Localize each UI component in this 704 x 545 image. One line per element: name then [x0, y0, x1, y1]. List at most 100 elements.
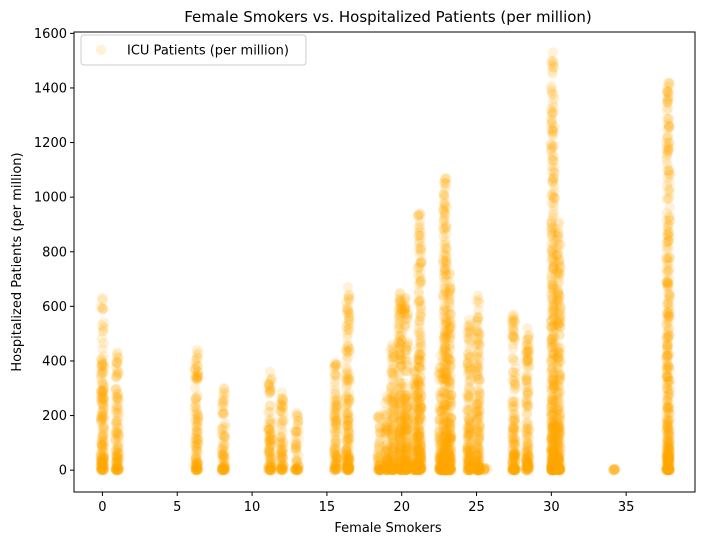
data-point: [98, 459, 109, 470]
data-point: [329, 423, 340, 434]
y-tick-label: 1600: [34, 27, 67, 42]
data-point: [265, 464, 276, 476]
data-point: [439, 215, 450, 226]
data-point: [444, 268, 455, 279]
data-point: [113, 443, 124, 455]
data-point: [189, 460, 201, 471]
data-point: [276, 439, 288, 450]
data-point: [110, 384, 122, 395]
data-point: [219, 464, 230, 476]
data-point: [191, 372, 203, 383]
data-point: [192, 463, 204, 475]
data-points: [95, 47, 676, 476]
data-point: [96, 366, 108, 378]
data-point: [97, 411, 108, 423]
data-point: [328, 464, 340, 475]
data-point: [217, 452, 228, 464]
data-point: [340, 444, 352, 455]
data-point: [263, 464, 274, 475]
data-point: [96, 405, 108, 417]
data-point: [662, 225, 673, 237]
data-point: [330, 461, 341, 472]
data-point: [343, 427, 354, 438]
data-point: [191, 373, 202, 384]
data-point: [342, 398, 353, 410]
data-point: [98, 451, 109, 463]
data-point: [192, 460, 204, 472]
data-point: [112, 461, 124, 472]
data-point: [329, 464, 340, 475]
data-point: [276, 423, 287, 434]
data-point: [662, 77, 674, 88]
data-point: [112, 416, 123, 428]
data-point: [342, 415, 354, 426]
data-point: [111, 464, 122, 475]
data-point: [220, 418, 231, 429]
data-point: [96, 464, 107, 475]
data-point: [292, 462, 304, 473]
data-point: [413, 323, 424, 334]
data-point: [193, 347, 204, 359]
data-point: [191, 464, 202, 476]
data-point: [96, 386, 107, 397]
data-point: [190, 455, 202, 466]
data-point: [189, 401, 201, 412]
data-point: [342, 436, 353, 447]
data-point: [264, 430, 276, 442]
data-point: [330, 438, 341, 449]
data-point: [415, 409, 426, 420]
data-point: [96, 398, 108, 409]
data-point: [98, 429, 110, 440]
data-point: [342, 447, 353, 458]
data-point: [96, 407, 108, 418]
data-point: [277, 395, 289, 406]
data-point: [95, 456, 107, 468]
data-point: [275, 393, 287, 404]
data-point: [341, 354, 352, 366]
data-point: [474, 330, 485, 341]
data-point: [664, 290, 675, 302]
data-point: [216, 423, 227, 435]
data-point: [414, 208, 425, 219]
data-point: [343, 413, 354, 424]
data-point: [275, 448, 287, 460]
data-point: [217, 396, 229, 408]
data-point: [95, 462, 107, 473]
data-point: [96, 385, 107, 397]
data-point: [98, 393, 110, 405]
data-point: [276, 454, 287, 465]
data-point: [342, 375, 353, 387]
data-point: [331, 419, 342, 431]
data-point: [98, 379, 110, 390]
data-point: [341, 308, 353, 319]
data-point: [217, 464, 229, 476]
data-point: [111, 457, 122, 469]
data-point: [99, 382, 110, 393]
data-point: [330, 358, 342, 369]
data-point: [96, 439, 107, 451]
data-point: [95, 452, 106, 463]
data-point: [289, 464, 301, 475]
data-point: [264, 382, 275, 393]
data-point: [217, 429, 228, 441]
data-point: [445, 393, 456, 405]
data-point: [662, 454, 673, 466]
data-point: [190, 393, 201, 404]
data-point: [555, 302, 566, 313]
data-point: [189, 413, 201, 425]
x-tick-label: 0: [98, 500, 106, 515]
data-point: [219, 464, 230, 476]
data-point: [96, 320, 107, 331]
data-point: [553, 248, 564, 259]
data-point: [343, 311, 355, 322]
data-point: [340, 372, 352, 383]
data-point: [276, 414, 287, 426]
data-point: [190, 449, 201, 461]
data-point: [289, 443, 301, 454]
data-point: [112, 442, 124, 453]
data-point: [98, 424, 109, 435]
data-point: [190, 440, 201, 452]
data-point: [266, 461, 277, 473]
data-point: [217, 450, 229, 461]
data-point: [112, 428, 123, 439]
